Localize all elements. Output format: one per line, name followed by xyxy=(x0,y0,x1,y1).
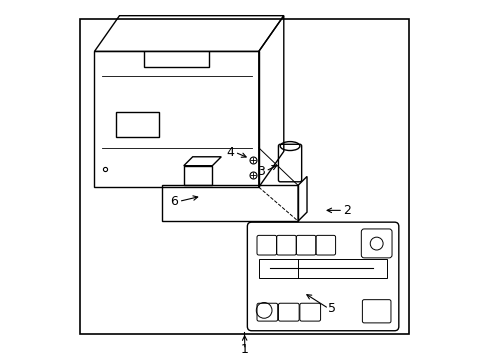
Text: 6: 6 xyxy=(170,195,178,208)
Text: 5: 5 xyxy=(328,302,336,315)
Text: 3: 3 xyxy=(257,165,264,177)
Text: 2: 2 xyxy=(342,204,350,217)
Text: 1: 1 xyxy=(240,343,248,356)
Bar xyxy=(116,112,159,137)
Text: 4: 4 xyxy=(226,146,234,159)
Bar xyxy=(183,166,212,185)
Bar xyxy=(258,258,386,278)
